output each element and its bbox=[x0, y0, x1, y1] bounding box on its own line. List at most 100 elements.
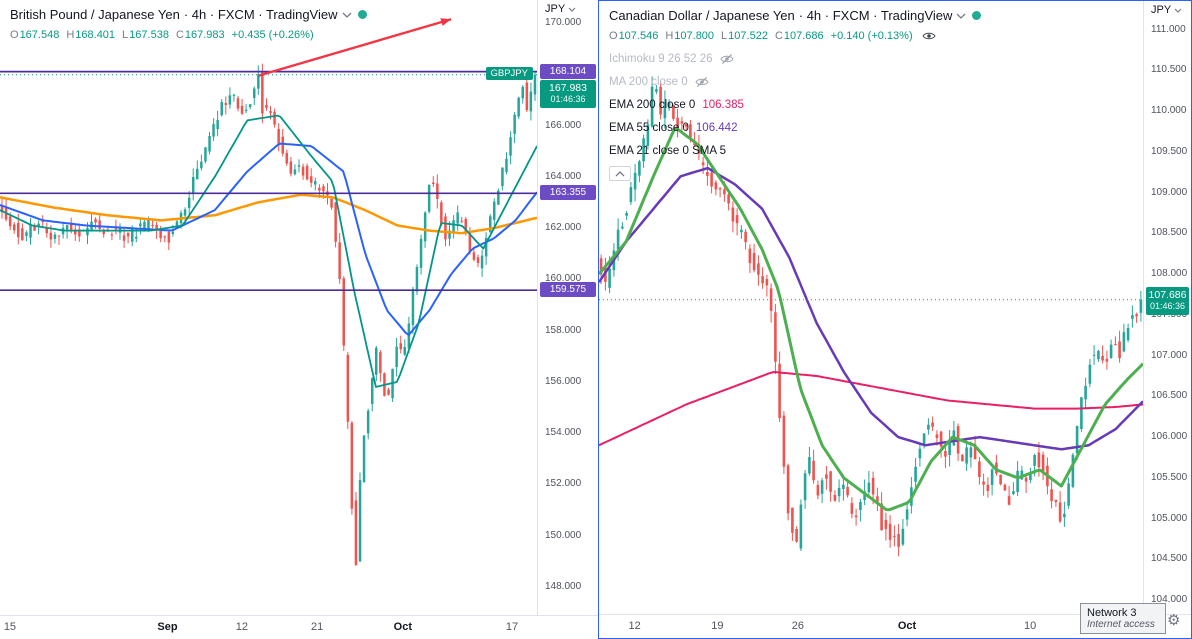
high-value: 168.401 bbox=[75, 29, 116, 41]
change-value: +0.140 (+0.13%) bbox=[830, 30, 913, 42]
time-tick: Oct bbox=[393, 621, 413, 633]
price-axis-currency-selector[interactable]: JPY bbox=[1144, 1, 1191, 19]
indicator-row[interactable]: MA 200 close 0 bbox=[609, 70, 981, 93]
time-tick: 17 bbox=[505, 621, 519, 633]
price-tick: 150.000 bbox=[545, 529, 582, 541]
indicator-label: EMA 21 close 0 SMA 5 bbox=[609, 144, 726, 157]
price-tick: 110.000 bbox=[1151, 105, 1187, 117]
price-tick: 170.000 bbox=[545, 17, 582, 29]
ma-line[interactable] bbox=[0, 114, 537, 388]
price-tick: 166.000 bbox=[545, 119, 582, 131]
price-tick: 164.000 bbox=[545, 170, 582, 182]
price-tick: 104.500 bbox=[1151, 553, 1188, 565]
low-value: 107.522 bbox=[728, 30, 768, 42]
time-tick: Sep bbox=[157, 621, 178, 633]
symbol-title-row[interactable]: British Pound / Japanese Yen · 4h · FXCM… bbox=[10, 7, 367, 22]
chart-plot-area[interactable]: GBPJPY bbox=[0, 0, 537, 615]
eye-icon[interactable] bbox=[922, 30, 936, 42]
indicator-row[interactable]: EMA 55 close 0 106.442 bbox=[609, 116, 981, 139]
change-value: +0.435 (+0.26%) bbox=[231, 29, 314, 41]
low-label: L bbox=[122, 29, 129, 41]
time-tick: 15 bbox=[3, 621, 17, 633]
chart-panel-cadjpy[interactable]: JPY 107.686 01:46:36 111.000 110.500 110.0… bbox=[598, 0, 1192, 639]
current-price-value: 167.983 bbox=[549, 81, 587, 94]
level-price-badge[interactable]: 159.575 bbox=[540, 282, 596, 298]
price-axis-currency-selector[interactable]: JPY bbox=[538, 0, 598, 18]
current-price-value: 107.686 bbox=[1148, 288, 1187, 301]
symbol-title-row[interactable]: Canadian Dollar / Japanese Yen · 4h · FX… bbox=[609, 8, 982, 23]
level-price-badge[interactable]: 163.355 bbox=[540, 185, 596, 201]
ohlc-row: O 107.546 H 107.800 L 107.522 C 107.686 +0.1… bbox=[609, 30, 981, 42]
open-label: O bbox=[10, 29, 19, 41]
indicator-value: 106.442 bbox=[695, 121, 738, 134]
eye-off-icon[interactable] bbox=[695, 76, 709, 88]
price-tick: 156.000 bbox=[545, 375, 582, 387]
close-label: C bbox=[774, 30, 783, 42]
time-tick: 21 bbox=[310, 621, 324, 633]
indicator-row[interactable]: EMA 21 close 0 SMA 5 bbox=[609, 139, 981, 162]
ohlc-row: O 167.548 H 168.401 L 167.538 C 167.983 +0.4… bbox=[10, 29, 367, 41]
chart-panel-gbpjpy[interactable]: GBPJPY JPY 167.983 01:46:36 170.000 166.0… bbox=[0, 0, 598, 639]
ma-line[interactable] bbox=[599, 127, 1143, 512]
close-value: 107.686 bbox=[783, 30, 824, 42]
current-price-badge[interactable]: 167.983 01:46:36 bbox=[540, 79, 596, 109]
network-tooltip-subtitle: Internet access bbox=[1087, 619, 1155, 630]
price-line-symbol-badge: GBPJPY bbox=[485, 66, 533, 80]
chevron-down-icon bbox=[568, 7, 576, 12]
price-tick: 105.000 bbox=[1151, 512, 1188, 524]
indicator-label: MA 200 close 0 bbox=[609, 75, 688, 88]
low-value: 167.538 bbox=[129, 29, 169, 41]
price-tick: 148.000 bbox=[545, 580, 582, 592]
eye-off-icon[interactable] bbox=[719, 53, 734, 65]
symbol-meta: · 4h · FXCM · TradingView bbox=[798, 8, 953, 23]
price-axis[interactable]: JPY 167.983 01:46:36 170.000 166.000 164.0… bbox=[537, 0, 598, 615]
open-value: 167.548 bbox=[19, 29, 60, 41]
time-tick: 26 bbox=[791, 620, 804, 632]
ma-line[interactable] bbox=[599, 371, 1143, 447]
chevron-up-icon bbox=[615, 170, 625, 176]
time-tick: 12 bbox=[235, 621, 249, 633]
indicator-value: 106.385 bbox=[702, 98, 744, 111]
price-tick: 152.000 bbox=[545, 478, 582, 490]
ma-line[interactable] bbox=[0, 193, 537, 235]
chevron-down-icon bbox=[1174, 8, 1182, 13]
chart-plot-area[interactable] bbox=[599, 1, 1143, 614]
chevron-down-icon[interactable] bbox=[956, 13, 966, 19]
price-tick: 158.000 bbox=[545, 324, 582, 336]
price-tick: 109.000 bbox=[1151, 186, 1188, 198]
price-tick: 110.500 bbox=[1151, 64, 1187, 76]
price-tick: 107.000 bbox=[1151, 349, 1188, 361]
current-price-badge[interactable]: 107.686 01:46:36 bbox=[1146, 286, 1189, 316]
price-tick: 108.500 bbox=[1151, 227, 1188, 239]
close-value: 167.983 bbox=[184, 29, 225, 41]
indicator-label: Ichimoku 9 26 52 26 bbox=[609, 52, 713, 65]
chart-legend: Canadian Dollar / Japanese Yen · 4h · FX… bbox=[609, 8, 982, 181]
indicator-row[interactable]: Ichimoku 9 26 52 26 bbox=[609, 47, 981, 70]
indicator-label: EMA 55 close 0 bbox=[609, 121, 689, 134]
candlestick-chart[interactable] bbox=[599, 1, 1143, 614]
symbol-name[interactable]: British Pound / Japanese Yen bbox=[10, 7, 180, 22]
high-label: H bbox=[66, 29, 75, 41]
price-tick: 160.000 bbox=[545, 273, 582, 285]
candlestick-chart[interactable] bbox=[0, 0, 537, 615]
currency-label: JPY bbox=[545, 3, 566, 15]
symbol-meta: · 4h · FXCM · TradingView bbox=[183, 7, 338, 22]
level-price-badge[interactable]: 168.104 bbox=[540, 63, 596, 79]
price-axis[interactable]: JPY 107.686 01:46:36 111.000 110.500 110.0… bbox=[1143, 1, 1191, 614]
high-label: H bbox=[665, 30, 674, 42]
chevron-down-icon[interactable] bbox=[342, 12, 352, 18]
gear-icon[interactable]: ⚙ bbox=[1167, 612, 1181, 629]
time-tick: 12 bbox=[628, 620, 641, 632]
bar-countdown: 01:46:36 bbox=[1149, 301, 1186, 312]
ma-line[interactable] bbox=[0, 142, 537, 336]
symbol-name[interactable]: Canadian Dollar / Japanese Yen bbox=[609, 8, 795, 23]
legend-collapse-button[interactable] bbox=[609, 166, 631, 181]
indicator-row[interactable]: EMA 200 close 0 106.385 bbox=[609, 93, 981, 116]
time-axis[interactable]: 15 Sep 12 21 Oct 17 bbox=[0, 615, 598, 639]
market-status-dot bbox=[972, 11, 982, 20]
bar-countdown: 01:46:36 bbox=[550, 94, 586, 105]
trend-arrow[interactable] bbox=[258, 18, 452, 77]
price-tick: 106.000 bbox=[1151, 431, 1188, 443]
ma-line[interactable] bbox=[599, 166, 1143, 451]
low-label: L bbox=[721, 30, 728, 42]
